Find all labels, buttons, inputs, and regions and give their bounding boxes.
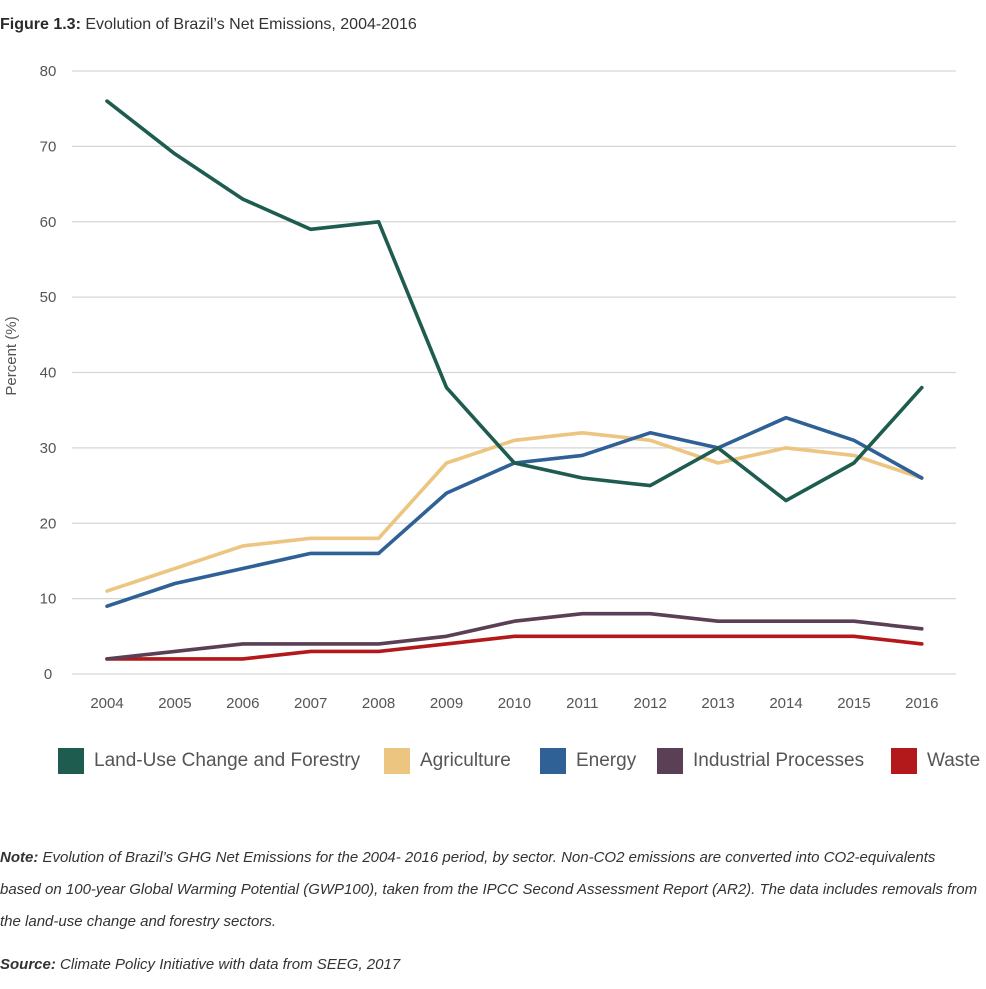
legend-swatch [657, 748, 683, 774]
legend-swatch [58, 748, 84, 774]
x-tick-label: 2010 [498, 695, 531, 712]
y-tick-label: 70 [40, 138, 57, 155]
x-tick-label: 2016 [905, 695, 938, 712]
legend-swatch [891, 748, 917, 774]
series-line-agriculture [105, 430, 924, 593]
series-line-land-use-change-and-forestry [105, 99, 924, 503]
x-tick-label: 2005 [158, 695, 191, 712]
legend-label: Waste [927, 750, 981, 771]
legend-label: Industrial Processes [693, 750, 865, 771]
legend-item: Land-Use Change and Forestry [58, 746, 360, 776]
note-label: Note: [0, 849, 39, 866]
legend-swatch [540, 748, 566, 774]
legend-item: Agriculture [384, 746, 511, 776]
legend-item: Waste [891, 746, 980, 776]
x-tick-label: 2006 [226, 695, 259, 712]
y-tick-label: 40 [40, 365, 57, 382]
y-tick-label: 0 [44, 666, 52, 683]
x-tick-label: 2012 [634, 695, 667, 712]
legend-label: Land-Use Change and Forestry [94, 750, 361, 771]
figure-title-text: Evolution of Brazil’s Net Emissions, 200… [85, 16, 417, 33]
figure-note: Note: Evolution of Brazil’s GHG Net Emis… [0, 842, 980, 938]
y-tick-label: 50 [40, 289, 57, 306]
y-tick-label: 10 [40, 591, 57, 608]
x-tick-label: 2015 [837, 695, 870, 712]
chart-series [105, 99, 924, 661]
legend-item: Industrial Processes [657, 746, 864, 776]
series-line-waste [105, 634, 924, 661]
source-text: Climate Policy Initiative with data from… [60, 956, 401, 973]
note-text: Evolution of Brazil’s GHG Net Emissions … [0, 849, 978, 930]
figure-label: Figure 1.3: [0, 16, 81, 33]
x-tick-label: 2011 [566, 695, 598, 712]
source-label: Source: [0, 956, 56, 973]
figure-source: Source: Climate Policy Initiative with d… [0, 956, 980, 973]
legend-label: Energy [576, 750, 637, 771]
series-line-energy [105, 415, 924, 609]
figure-title: Figure 1.3: Evolution of Brazil’s Net Em… [0, 16, 417, 34]
x-tick-label: 2014 [769, 695, 802, 712]
x-axis-ticks: 2004 2005 2006 2007 2008 2009 2010 2011 2012 2013… [90, 695, 938, 712]
y-tick-label: 80 [40, 63, 57, 80]
series-line-industrial-processes [105, 611, 924, 661]
legend-label: Agriculture [420, 750, 511, 771]
legend-item: Energy [540, 746, 636, 776]
legend-swatch [384, 748, 410, 774]
x-tick-label: 2008 [362, 695, 395, 712]
y-tick-label: 20 [40, 515, 57, 532]
x-tick-label: 2013 [701, 695, 734, 712]
y-axis-label: Percent (%) [3, 316, 20, 395]
y-tick-label: 60 [40, 214, 57, 231]
x-tick-label: 2009 [430, 695, 463, 712]
chart-legend: Land-Use Change and Forestry Agriculture E… [58, 746, 986, 776]
y-axis-ticks: 0 10 20 30 40 50 60 70 80 [40, 63, 57, 683]
x-tick-label: 2004 [90, 695, 123, 712]
y-tick-label: 30 [40, 440, 57, 457]
x-tick-label: 2007 [294, 695, 327, 712]
chart-gridlines [72, 70, 956, 675]
